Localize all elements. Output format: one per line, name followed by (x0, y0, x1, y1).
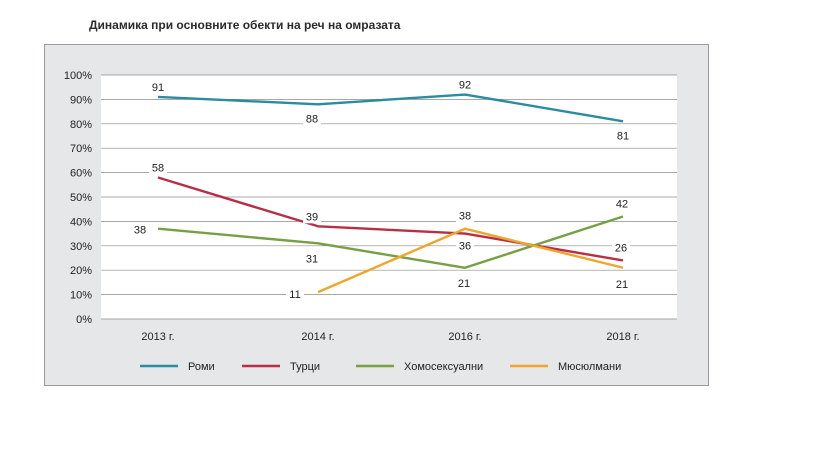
data-label-bg (303, 252, 321, 266)
legend-item: Хомосексуални (356, 361, 483, 373)
data-label-bg (456, 209, 474, 223)
y-tick-label: 20% (70, 265, 92, 277)
data-label-bg (149, 80, 167, 94)
y-tick-label: 60% (70, 168, 92, 180)
y-tick-label: 10% (70, 290, 92, 302)
x-tick-label: 2013 г. (141, 331, 174, 343)
y-tick-label: 50% (70, 192, 92, 204)
y-tick-label: 90% (70, 94, 92, 106)
data-label: 31 (306, 253, 318, 265)
y-axis-ticks: 0% 10% 20% 30% 40% 50% 60% 70% 80% 90% 100% (64, 70, 92, 326)
data-label: 11 (289, 289, 300, 301)
series-lines (157, 93, 624, 294)
legend-item: Роми (140, 361, 215, 373)
data-label: 42 (616, 199, 628, 211)
chart-title: Динамика при основните обекти на реч на … (89, 18, 401, 32)
series-line (317, 227, 624, 294)
data-label-bg (613, 197, 631, 211)
legend-label: Роми (188, 361, 215, 373)
data-label: 92 (459, 80, 471, 92)
data-label: 21 (616, 279, 628, 291)
y-tick-label: 40% (70, 216, 92, 228)
data-label: 88 (306, 113, 318, 125)
x-tick-label: 2018 г. (606, 331, 639, 343)
legend: Роми Турци Хомосексуални Мюсюлмани (140, 361, 621, 373)
data-label: 91 (152, 82, 164, 94)
data-label-bg (286, 288, 304, 302)
data-label-bg (131, 223, 149, 237)
data-label: 39 (306, 211, 318, 223)
y-tick-label: 80% (70, 119, 92, 131)
data-label-bg (303, 112, 321, 126)
data-label-bg (303, 210, 321, 224)
data-label-bg (612, 241, 630, 255)
data-label: 36 (459, 241, 471, 253)
data-label: 81 (617, 130, 629, 142)
data-label: 38 (459, 211, 471, 223)
y-tick-label: 100% (64, 70, 92, 82)
data-label-bg (149, 161, 167, 175)
data-label-bg (614, 129, 632, 143)
data-label: 26 (615, 242, 627, 254)
series-line (157, 215, 624, 269)
data-label: 38 (134, 225, 146, 237)
x-tick-label: 2016 г. (448, 331, 481, 343)
data-label-bg (455, 276, 473, 290)
y-tick-label: 0% (76, 314, 92, 326)
series-line (157, 93, 624, 123)
x-tick-label: 2014 г. (301, 331, 334, 343)
data-labels: 91 88 92 81 58 39 36 26 38 31 21 42 11 38 21 (131, 78, 632, 302)
data-label-bg (456, 239, 474, 253)
data-label-bg (613, 277, 631, 291)
legend-label: Турци (290, 361, 320, 373)
data-label: 58 (152, 162, 164, 174)
y-tick-label: 30% (70, 241, 92, 253)
data-label: 21 (458, 278, 470, 290)
x-axis-ticks: 2013 г. 2014 г. 2016 г. 2018 г. (141, 331, 639, 343)
legend-item: Турци (242, 361, 320, 373)
legend-label: Мюсюлмани (558, 361, 621, 373)
data-label-bg (456, 78, 474, 92)
legend-label: Хомосексуални (404, 361, 483, 373)
y-tick-label: 70% (70, 143, 92, 155)
legend-item: Мюсюлмани (510, 361, 621, 373)
